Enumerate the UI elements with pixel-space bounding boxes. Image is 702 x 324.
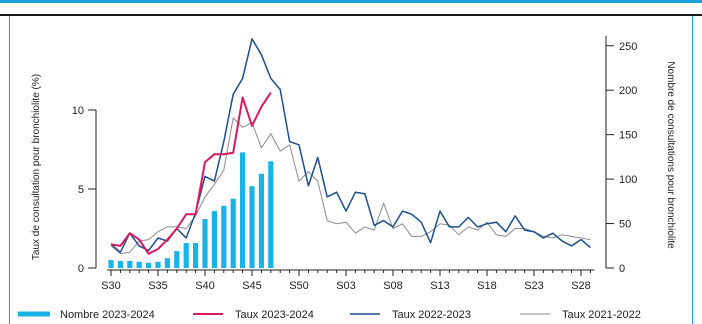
x-tick-label: S30 <box>101 280 121 292</box>
legend-swatch <box>18 311 50 317</box>
bar <box>117 260 123 268</box>
y-right-tick-label: 200 <box>619 85 637 97</box>
bar <box>155 261 161 268</box>
bar <box>258 173 264 268</box>
bar <box>127 260 133 268</box>
series-line-taux-2022-2023 <box>110 38 591 253</box>
series-line-taux-2021-2022 <box>110 117 591 255</box>
series-line-taux-2023-2024 <box>110 92 272 255</box>
y-left-tick-label: 0 <box>78 263 84 275</box>
x-tick-label: S35 <box>148 280 168 292</box>
legend-label: Taux 2022-2023 <box>392 309 471 321</box>
y-right-tick-label: 100 <box>619 174 637 186</box>
x-tick-label: S03 <box>336 280 356 292</box>
bar <box>108 260 114 268</box>
bar <box>202 219 208 268</box>
bar <box>146 262 152 268</box>
bar <box>230 198 236 268</box>
bar <box>221 205 227 268</box>
bar <box>240 152 246 268</box>
axes-layer: 0 5 10 Taux de consultation pour bronchioli… <box>31 35 676 292</box>
y-left-tick-label: 10 <box>72 105 84 117</box>
x-tick-label: S28 <box>571 280 591 292</box>
legend-label: Taux 2021-2022 <box>562 309 641 321</box>
left-border-rule <box>9 16 10 324</box>
x-tick-label: S45 <box>242 280 262 292</box>
bar <box>136 261 142 268</box>
legend: Nombre 2023-2024 Taux 2023-2024 Taux 2022-… <box>18 309 641 321</box>
y-left-tick-label: 5 <box>78 184 84 196</box>
bars-layer <box>108 152 274 268</box>
x-tick-label: S23 <box>524 280 544 292</box>
legend-item: Taux 2022-2023 <box>350 309 471 321</box>
legend-item: Nombre 2023-2024 <box>18 309 155 321</box>
y-right-label: Nombre de consultations pour bronchiolit… <box>665 61 676 249</box>
x-tick-label: S13 <box>430 280 450 292</box>
bar <box>183 243 189 268</box>
legend-label: Taux 2023-2024 <box>235 309 314 321</box>
bar <box>193 243 199 268</box>
lines-layer <box>110 38 591 255</box>
bar <box>249 186 255 268</box>
y-right-tick-label: 0 <box>619 263 625 275</box>
x-tick-label: S18 <box>477 280 497 292</box>
bar <box>174 251 180 268</box>
bar <box>268 161 274 268</box>
legend-label: Nombre 2023-2024 <box>60 309 155 321</box>
legend-item: Taux 2023-2024 <box>193 309 314 321</box>
y-right-tick-label: 250 <box>619 41 637 53</box>
bar <box>164 258 170 268</box>
y-right-tick-label: 50 <box>619 219 631 231</box>
x-tick-label: S40 <box>195 280 215 292</box>
y-left-label: Taux de consultation pour bronchiolite (… <box>31 74 42 260</box>
y-right-tick-label: 150 <box>619 130 637 142</box>
legend-item: Taux 2021-2022 <box>520 309 641 321</box>
top-border-bar <box>0 0 702 16</box>
bar <box>211 211 217 268</box>
x-tick-label: S08 <box>383 280 403 292</box>
x-tick-label: S50 <box>289 280 309 292</box>
right-border-rule <box>692 16 693 324</box>
